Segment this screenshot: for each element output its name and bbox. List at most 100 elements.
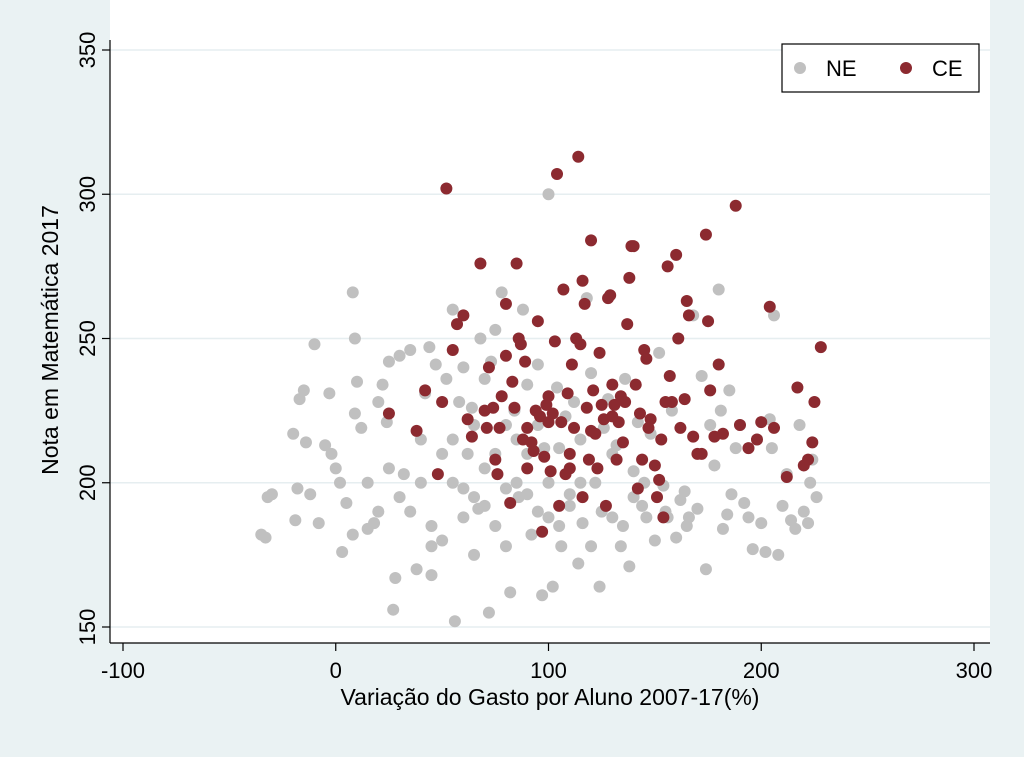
point-ce-127 xyxy=(808,395,821,408)
point-ne-5 xyxy=(289,514,302,527)
point-ce-47 xyxy=(557,283,570,296)
point-ne-12 xyxy=(312,517,325,530)
point-ne-44 xyxy=(446,303,459,316)
point-ce-63 xyxy=(587,384,600,397)
point-ce-71 xyxy=(604,289,617,302)
point-ce-46 xyxy=(555,416,568,429)
point-ne-45 xyxy=(448,615,461,628)
point-ne-169 xyxy=(553,442,566,455)
point-ne-27 xyxy=(372,395,385,408)
point-ne-47 xyxy=(457,361,470,374)
point-ce-66 xyxy=(593,346,606,359)
point-ce-20 xyxy=(499,297,512,310)
point-ne-125 xyxy=(772,548,785,561)
point-ce-21 xyxy=(499,349,512,362)
point-ne-63 xyxy=(521,378,534,391)
point-ne-83 xyxy=(606,511,619,524)
point-ne-70 xyxy=(551,381,564,394)
point-ne-113 xyxy=(725,488,738,501)
point-ne-10 xyxy=(304,488,317,501)
point-ne-59 xyxy=(504,586,517,599)
point-ne-46 xyxy=(453,395,466,408)
point-ne-121 xyxy=(759,545,772,558)
point-ne-71 xyxy=(555,540,568,553)
y-tick-label: 150 xyxy=(75,609,100,646)
point-ce-90 xyxy=(644,413,657,426)
point-ne-15 xyxy=(325,447,338,460)
plot-area xyxy=(110,0,990,643)
point-ne-30 xyxy=(382,355,395,368)
point-ce-111 xyxy=(704,384,717,397)
point-ne-28 xyxy=(376,378,389,391)
point-ne-123 xyxy=(765,442,778,455)
point-ce-0 xyxy=(382,407,395,420)
point-ce-25 xyxy=(510,257,523,270)
point-ne-49 xyxy=(465,401,478,414)
point-ce-24 xyxy=(508,401,521,414)
point-ne-177 xyxy=(414,476,427,489)
point-ce-53 xyxy=(568,421,581,434)
point-ne-34 xyxy=(397,468,410,481)
point-ce-9 xyxy=(461,413,474,426)
point-ce-7 xyxy=(451,318,464,331)
point-ce-92 xyxy=(651,491,664,504)
point-ne-143 xyxy=(489,520,502,533)
point-ne-145 xyxy=(531,505,544,518)
point-ne-36 xyxy=(410,563,423,576)
point-ne-142 xyxy=(468,491,481,504)
y-tick-label: 200 xyxy=(75,464,100,501)
x-tick-label: 300 xyxy=(956,658,993,683)
point-ne-22 xyxy=(348,407,361,420)
point-ce-125 xyxy=(802,453,815,466)
point-ce-67 xyxy=(595,398,608,411)
point-ce-99 xyxy=(665,395,678,408)
point-ce-69 xyxy=(599,499,612,512)
point-ne-9 xyxy=(299,436,312,449)
point-ce-131 xyxy=(542,390,555,403)
point-ne-116 xyxy=(738,496,751,509)
point-ce-59 xyxy=(578,297,591,310)
point-ce-95 xyxy=(657,511,670,524)
point-ne-43 xyxy=(440,372,453,385)
point-ce-41 xyxy=(544,465,557,478)
point-ne-153 xyxy=(425,540,438,553)
point-ne-126 xyxy=(776,499,789,512)
y-tick-label: 300 xyxy=(75,176,100,213)
point-ne-11 xyxy=(308,338,321,351)
point-ne-161 xyxy=(585,540,598,553)
point-ne-57 xyxy=(495,286,508,299)
point-ne-104 xyxy=(695,370,708,383)
point-ne-114 xyxy=(729,442,742,455)
point-ne-129 xyxy=(789,522,802,535)
point-ne-85 xyxy=(614,540,627,553)
point-ce-29 xyxy=(519,355,532,368)
point-ce-85 xyxy=(633,407,646,420)
point-ce-103 xyxy=(678,393,691,406)
point-ce-97 xyxy=(661,260,674,273)
point-ne-21 xyxy=(348,332,361,345)
point-ne-155 xyxy=(457,511,470,524)
point-ne-154 xyxy=(436,447,449,460)
y-tick-label: 250 xyxy=(75,320,100,357)
point-ne-157 xyxy=(499,540,512,553)
point-ne-130 xyxy=(793,419,806,432)
point-ce-86 xyxy=(636,453,649,466)
point-ce-123 xyxy=(791,381,804,394)
point-ce-45 xyxy=(553,499,566,512)
y-tick-label: 350 xyxy=(75,32,100,69)
point-ce-105 xyxy=(682,309,695,322)
point-ne-136 xyxy=(346,528,359,541)
point-ne-147 xyxy=(574,476,587,489)
point-ce-102 xyxy=(674,421,687,434)
point-ne-65 xyxy=(531,358,544,371)
point-ce-104 xyxy=(680,294,693,307)
point-ce-114 xyxy=(716,427,729,440)
point-ce-51 xyxy=(563,462,576,475)
point-ne-4 xyxy=(287,427,300,440)
point-ne-87 xyxy=(623,560,636,573)
point-ce-109 xyxy=(699,228,712,241)
point-ce-72 xyxy=(606,378,619,391)
point-ne-90 xyxy=(636,499,649,512)
point-ne-94 xyxy=(653,346,666,359)
